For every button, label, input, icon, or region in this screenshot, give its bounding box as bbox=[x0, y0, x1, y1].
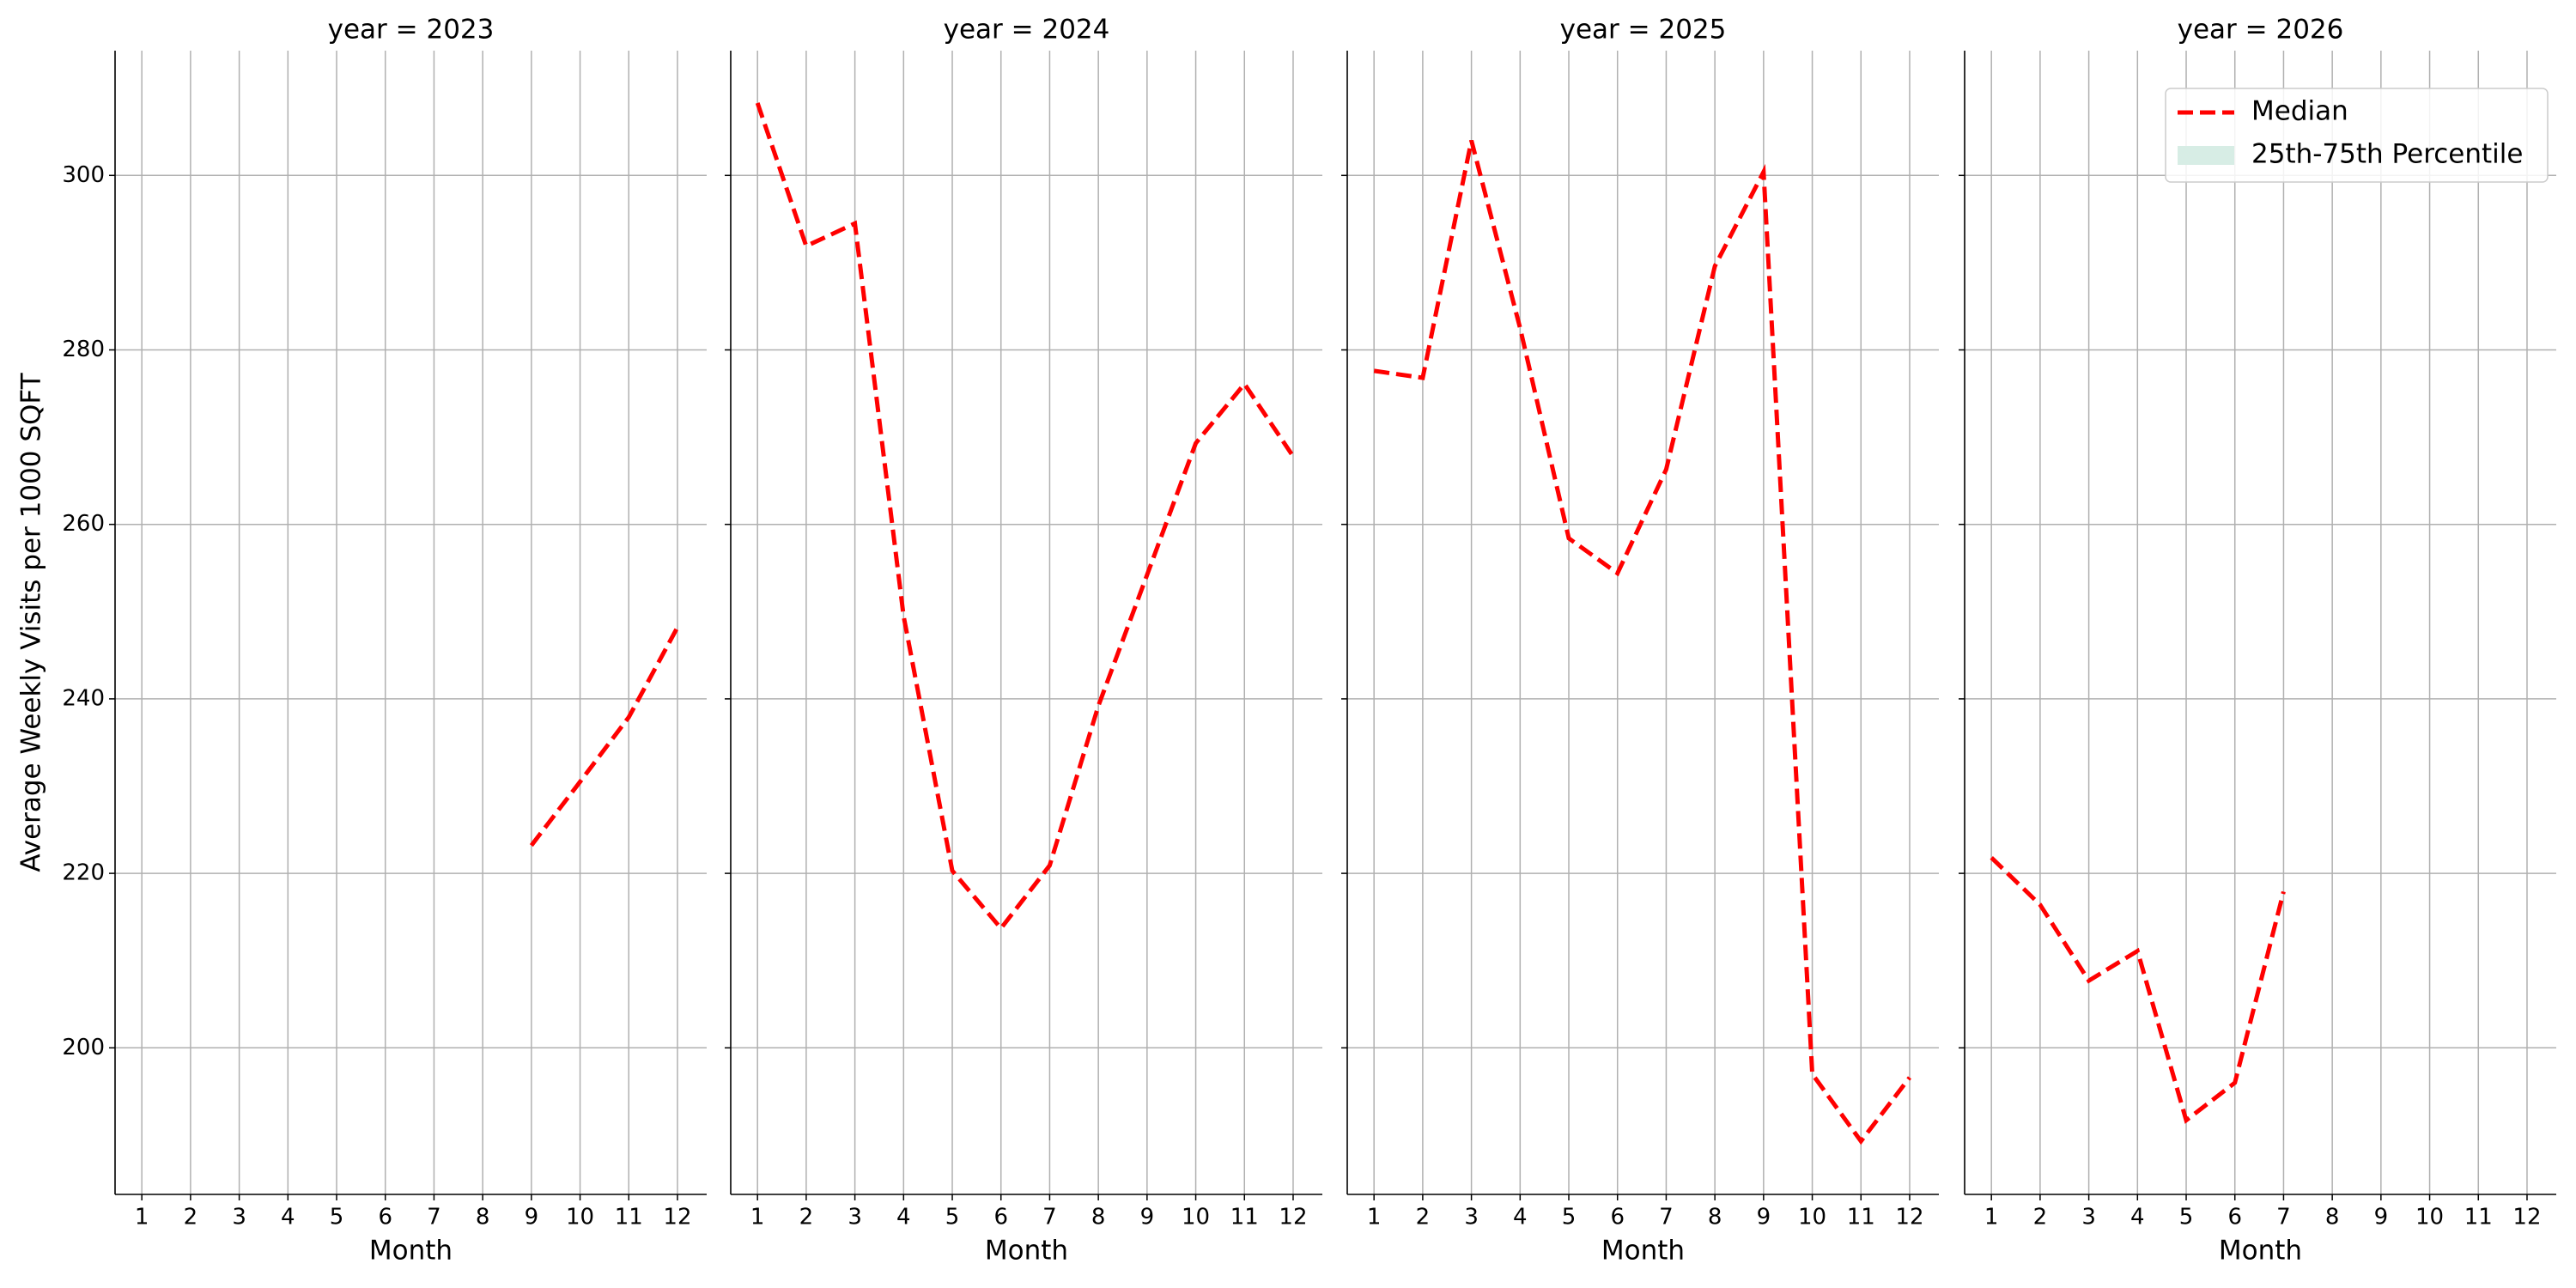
y-tick-label: 260 bbox=[62, 511, 105, 537]
y-tick-label: 280 bbox=[62, 337, 105, 362]
x-axis-label: Month bbox=[369, 1236, 453, 1267]
x-tick-label: 7 bbox=[2276, 1205, 2291, 1230]
y-axis-label: Average Weekly Visits per 1000 SQFT bbox=[16, 372, 47, 872]
x-tick-label: 5 bbox=[945, 1205, 960, 1230]
legend-label: Median bbox=[2251, 96, 2348, 127]
panel-title: year = 2024 bbox=[944, 15, 1110, 46]
x-tick-label: 6 bbox=[993, 1205, 1008, 1230]
x-tick-label: 1 bbox=[750, 1205, 765, 1230]
x-tick-label: 6 bbox=[378, 1205, 392, 1230]
median-line bbox=[1990, 856, 2286, 1124]
x-tick-label: 2 bbox=[2033, 1205, 2048, 1230]
legend-label: 25th-75th Percentile bbox=[2251, 139, 2523, 170]
x-tick-label: 10 bbox=[2415, 1205, 2444, 1230]
x-tick-label: 9 bbox=[1140, 1205, 1155, 1230]
x-axis-label: Month bbox=[985, 1236, 1068, 1267]
x-tick-label: 10 bbox=[1798, 1205, 1826, 1230]
x-tick-label: 2 bbox=[184, 1205, 198, 1230]
x-tick-label: 9 bbox=[525, 1205, 539, 1230]
x-tick-label: 10 bbox=[566, 1205, 594, 1230]
x-tick-label: 3 bbox=[1464, 1205, 1479, 1230]
median-line bbox=[755, 102, 1296, 933]
x-tick-label: 5 bbox=[330, 1205, 344, 1230]
y-tick-label: 220 bbox=[62, 860, 105, 886]
x-tick-label: 11 bbox=[1847, 1205, 1875, 1230]
legend-swatch bbox=[2178, 146, 2234, 165]
x-tick-label: 3 bbox=[2081, 1205, 2096, 1230]
panel-title: year = 2023 bbox=[328, 15, 495, 46]
x-tick-label: 5 bbox=[1562, 1205, 1577, 1230]
x-tick-label: 3 bbox=[232, 1205, 246, 1230]
x-tick-label: 4 bbox=[1513, 1205, 1528, 1230]
x-tick-label: 12 bbox=[663, 1205, 691, 1230]
x-tick-label: 7 bbox=[1659, 1205, 1674, 1230]
x-tick-label: 9 bbox=[1757, 1205, 1771, 1230]
y-tick-label: 200 bbox=[62, 1035, 105, 1060]
x-tick-label: 4 bbox=[896, 1205, 911, 1230]
x-tick-label: 8 bbox=[476, 1205, 490, 1230]
y-tick-label: 240 bbox=[62, 685, 105, 711]
x-tick-label: 4 bbox=[281, 1205, 295, 1230]
x-tick-label: 7 bbox=[427, 1205, 441, 1230]
x-tick-label: 8 bbox=[1708, 1205, 1722, 1230]
x-axis-label: Month bbox=[1601, 1236, 1685, 1267]
x-tick-label: 1 bbox=[135, 1205, 149, 1230]
x-tick-label: 12 bbox=[2512, 1205, 2541, 1230]
x-tick-label: 7 bbox=[1042, 1205, 1057, 1230]
x-tick-label: 2 bbox=[1416, 1205, 1431, 1230]
x-tick-label: 12 bbox=[1279, 1205, 1307, 1230]
x-tick-label: 11 bbox=[615, 1205, 643, 1230]
x-tick-label: 1 bbox=[1367, 1205, 1382, 1230]
x-tick-label: 11 bbox=[1230, 1205, 1259, 1230]
x-tick-label: 12 bbox=[1895, 1205, 1923, 1230]
x-tick-label: 2 bbox=[799, 1205, 814, 1230]
x-tick-label: 6 bbox=[1610, 1205, 1625, 1230]
x-tick-label: 10 bbox=[1182, 1205, 1210, 1230]
y-tick-label: 300 bbox=[62, 162, 105, 188]
x-tick-label: 5 bbox=[2179, 1205, 2194, 1230]
x-tick-label: 8 bbox=[2325, 1205, 2340, 1230]
median-line bbox=[529, 626, 680, 848]
x-tick-label: 9 bbox=[2374, 1205, 2389, 1230]
x-tick-label: 3 bbox=[848, 1205, 862, 1230]
x-tick-label: 11 bbox=[2464, 1205, 2493, 1230]
x-tick-label: 6 bbox=[2227, 1205, 2242, 1230]
median-line bbox=[1373, 140, 1911, 1145]
x-axis-label: Month bbox=[2219, 1236, 2302, 1267]
panel-title: year = 2026 bbox=[2178, 15, 2344, 46]
panel-title: year = 2025 bbox=[1560, 15, 1727, 46]
x-tick-label: 8 bbox=[1091, 1205, 1106, 1230]
legend-box bbox=[2165, 88, 2549, 183]
x-tick-label: 1 bbox=[1984, 1205, 1999, 1230]
x-tick-label: 4 bbox=[2130, 1205, 2145, 1230]
